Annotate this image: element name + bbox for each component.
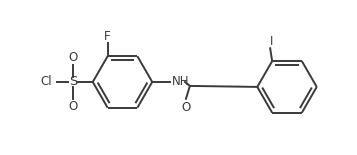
Text: Cl: Cl <box>40 75 52 89</box>
Text: S: S <box>69 75 77 89</box>
Text: NH: NH <box>172 75 190 89</box>
Text: I: I <box>270 35 273 48</box>
Text: O: O <box>68 51 77 64</box>
Text: O: O <box>181 101 191 114</box>
Text: F: F <box>104 30 111 43</box>
Text: O: O <box>68 100 77 113</box>
